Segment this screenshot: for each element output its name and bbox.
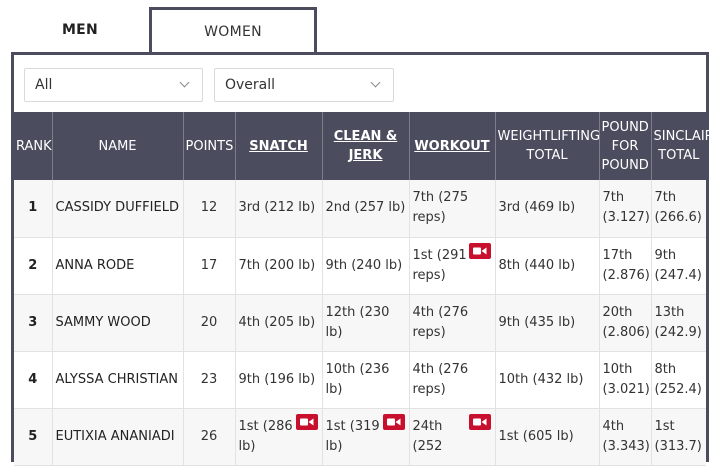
- athlete-name[interactable]: Alyssa Christian: [52, 351, 184, 409]
- view-select[interactable]: Overall: [214, 68, 394, 102]
- weightlifting-total-cell: 8th (440 lb): [495, 237, 600, 295]
- workout-cell: 7th (275 reps): [409, 180, 496, 238]
- sinclair-total-cell: 13th (242.9): [651, 294, 706, 352]
- clean-jerk-cell: 10th (236 lb): [322, 351, 410, 409]
- pound-for-pound-cell: 20th (2.806): [599, 294, 652, 352]
- workout-cell: 24th (252: [409, 408, 496, 466]
- division-select-value: All: [35, 77, 53, 93]
- chevron-down-icon: [179, 77, 190, 88]
- header-name: NAME: [52, 112, 184, 180]
- header-pound-for-pound: POUND FOR POUND: [599, 112, 652, 180]
- athlete-name[interactable]: Anna Rode: [52, 237, 184, 295]
- video-camera-icon[interactable]: [382, 413, 405, 430]
- table-row[interactable]: 3 Sammy Wood 20 4th (205 lb) 12th (230 l…: [14, 294, 706, 352]
- view-select-value: Overall: [225, 77, 276, 93]
- sinclair-total-cell: 7th (266.6): [651, 180, 706, 238]
- points-cell: 26: [183, 408, 236, 466]
- leaderboard-panel: All Overall RANK NAME POINTS SNATCH CLEA…: [11, 52, 711, 466]
- header-workout[interactable]: WORKOUT: [409, 112, 496, 180]
- header-rank: RANK: [14, 112, 53, 180]
- athlete-name[interactable]: Eutixia Ananiadi: [52, 408, 184, 466]
- tab-women[interactable]: WOMEN: [149, 7, 317, 53]
- gender-tabs: MEN WOMEN: [11, 7, 317, 53]
- header-sinclair-total: SINCLAIR TOTAL: [651, 112, 711, 180]
- pound-for-pound-cell: 17th (2.876): [599, 237, 652, 295]
- table-row[interactable]: 2 Anna Rode 17 7th (200 lb) 9th (240 lb)…: [14, 237, 706, 295]
- table-header-row: RANK NAME POINTS SNATCH CLEAN & JERK WOR…: [14, 112, 711, 180]
- snatch-cell: 4th (205 lb): [235, 294, 323, 352]
- workout-cell: 4th (276 reps): [409, 294, 496, 352]
- table-row[interactable]: 5 Eutixia Ananiadi 26 1st (286 lb) 1st (…: [14, 408, 706, 466]
- video-camera-icon[interactable]: [468, 242, 491, 259]
- leaderboard-table: RANK NAME POINTS SNATCH CLEAN & JERK WOR…: [14, 112, 711, 466]
- workout-value: 24th (252: [412, 418, 443, 454]
- weightlifting-total-cell: 10th (432 lb): [495, 351, 600, 409]
- header-points: POINTS: [183, 112, 236, 180]
- rank-cell: 2: [14, 237, 53, 295]
- pound-for-pound-cell: 4th (3.343): [599, 408, 652, 466]
- athlete-name[interactable]: Sammy Wood: [52, 294, 184, 352]
- rank-cell: 5: [14, 408, 53, 466]
- snatch-cell: 3rd (212 lb): [235, 180, 323, 238]
- clean-jerk-cell: 9th (240 lb): [322, 237, 410, 295]
- clean-jerk-cell: 1st (319 lb): [322, 408, 410, 466]
- workout-cell: 4th (276 reps): [409, 351, 496, 409]
- athlete-name[interactable]: Cassidy Duffield: [52, 180, 184, 238]
- rank-cell: 1: [14, 180, 53, 238]
- weightlifting-total-cell: 3rd (469 lb): [495, 180, 600, 238]
- sinclair-total-cell: 8th (252.4): [651, 351, 706, 409]
- table-row[interactable]: 1 Cassidy Duffield 12 3rd (212 lb) 2nd (…: [14, 180, 706, 238]
- pound-for-pound-cell: 7th (3.127): [599, 180, 652, 238]
- workout-cell: 1st (291 reps): [409, 237, 496, 295]
- weightlifting-total-cell: 1st (605 lb): [495, 408, 600, 466]
- tab-men[interactable]: MEN: [11, 7, 149, 53]
- header-weightlifting-total: WEIGHTLIFTING TOTAL: [495, 112, 600, 180]
- pound-for-pound-cell: 10th (3.021): [599, 351, 652, 409]
- workout-value: 1st (291 reps): [412, 247, 467, 283]
- points-cell: 23: [183, 351, 236, 409]
- snatch-cell: 9th (196 lb): [235, 351, 323, 409]
- snatch-value: 1st (286 lb): [238, 418, 293, 454]
- division-select[interactable]: All: [24, 68, 203, 102]
- header-clean-jerk[interactable]: CLEAN & JERK: [322, 112, 410, 180]
- sinclair-total-cell: 1st (313.7): [651, 408, 706, 466]
- points-cell: 12: [183, 180, 236, 238]
- snatch-cell: 7th (200 lb): [235, 237, 323, 295]
- chevron-down-icon: [370, 77, 381, 88]
- points-cell: 17: [183, 237, 236, 295]
- clean-jerk-value: 1st (319 lb): [325, 418, 380, 454]
- sinclair-total-cell: 9th (247.4): [651, 237, 706, 295]
- clean-jerk-cell: 2nd (257 lb): [322, 180, 410, 238]
- snatch-cell: 1st (286 lb): [235, 408, 323, 466]
- clean-jerk-cell: 12th (230 lb): [322, 294, 410, 352]
- video-camera-icon[interactable]: [468, 413, 491, 430]
- table-row[interactable]: 4 Alyssa Christian 23 9th (196 lb) 10th …: [14, 351, 706, 409]
- points-cell: 20: [183, 294, 236, 352]
- video-camera-icon[interactable]: [295, 413, 318, 430]
- rank-cell: 3: [14, 294, 53, 352]
- weightlifting-total-cell: 9th (435 lb): [495, 294, 600, 352]
- rank-cell: 4: [14, 351, 53, 409]
- header-snatch[interactable]: SNATCH: [235, 112, 323, 180]
